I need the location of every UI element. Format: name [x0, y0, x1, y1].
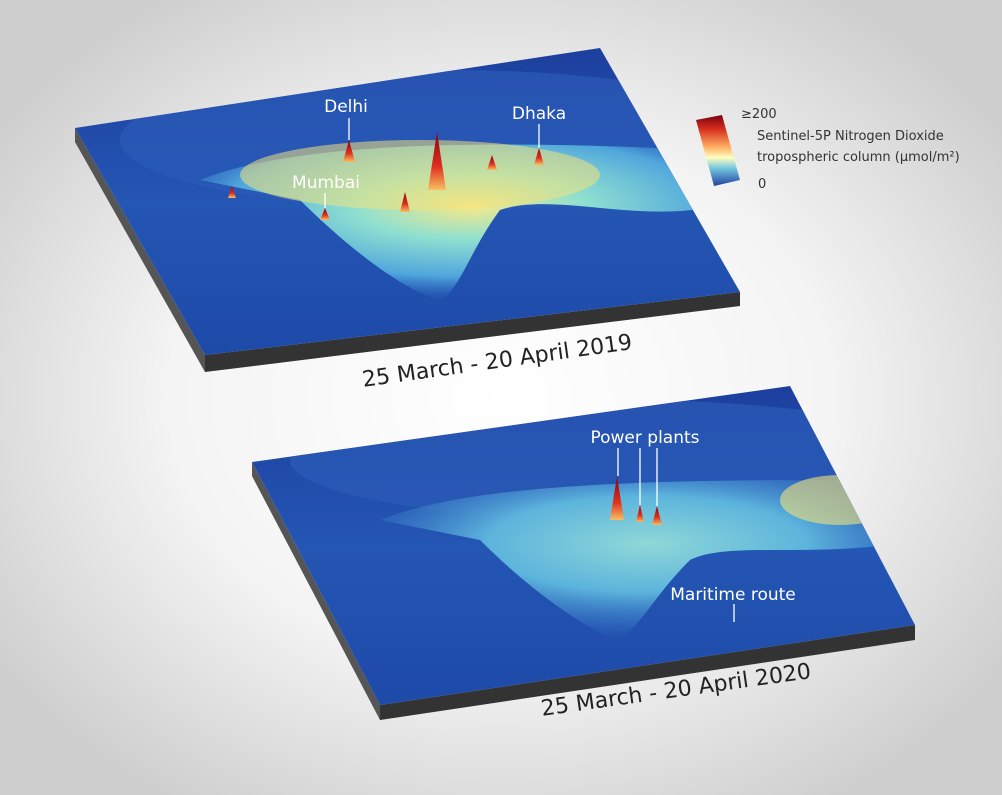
slab-side [380, 625, 915, 720]
legend: ≥200 0 Sentinel-5P Nitrogen Dioxide trop… [696, 107, 960, 192]
legend-title: tropospheric column (µmol/m²) [757, 150, 960, 165]
legend-colorbar [696, 115, 740, 186]
map-2019: Delhi Dhaka Mumbai 25 March - 20 April 2… [75, 48, 740, 393]
peaks [610, 476, 662, 525]
feature-label: Power plants [590, 428, 699, 448]
city-label: Mumbai [292, 173, 360, 193]
feature-label: Maritime route [670, 585, 796, 605]
legend-max: ≥200 [741, 107, 777, 122]
land [380, 480, 915, 640]
slab-side [75, 128, 205, 372]
peaks [228, 132, 544, 220]
slab-side [205, 292, 740, 372]
legend-min: 0 [758, 177, 766, 192]
city-label: Dhaka [512, 104, 566, 124]
city-label: Delhi [324, 97, 368, 117]
legend-title: Sentinel-5P Nitrogen Dioxide [757, 129, 944, 144]
slab-side [252, 462, 380, 720]
